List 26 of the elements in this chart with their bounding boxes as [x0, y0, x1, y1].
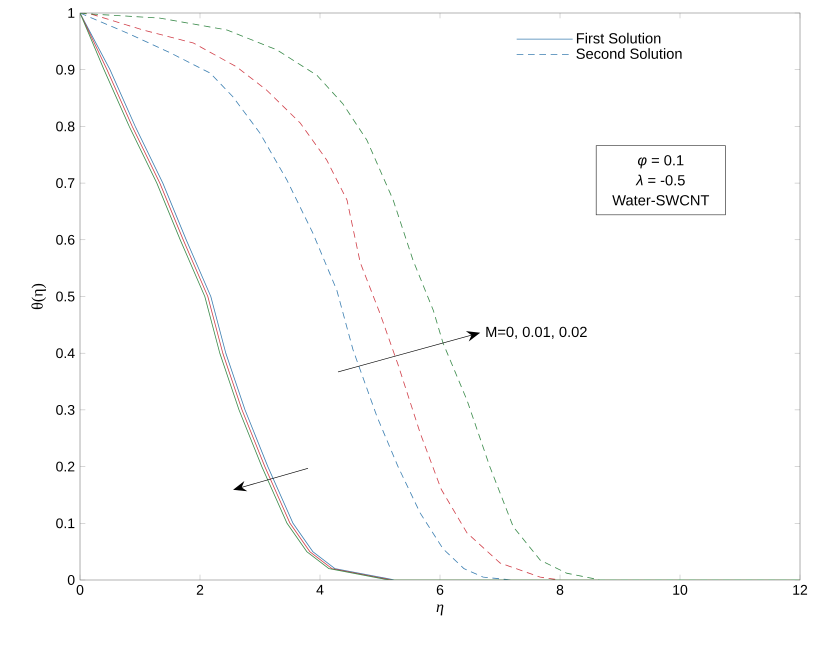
y-tick-label: 0.3	[56, 404, 74, 415]
y-tick-label: 0.7	[56, 178, 74, 188]
y-tick-label: 0	[68, 575, 75, 585]
x-tick-label: 4	[316, 584, 324, 595]
y-tick-label: 0.5	[56, 292, 74, 302]
x-tick-label: 8	[556, 584, 564, 595]
legend-label: First Solution	[576, 32, 660, 44]
y-tick-label: 0.1	[56, 518, 74, 528]
y-tick-label: 0.6	[56, 234, 74, 245]
y-tick-label: 0.4	[56, 348, 75, 358]
x-tick-label: 6	[436, 584, 444, 595]
y-tick-label: 0.9	[56, 64, 74, 75]
annotation: M=0, 0.01, 0.02	[486, 326, 587, 339]
x-axis-title: η	[436, 604, 444, 616]
y-tick-label: 0.2	[56, 462, 74, 472]
annotation: Water-SWCNT	[612, 195, 710, 206]
annotation: λ = -0.5	[636, 174, 685, 186]
annotation: φ = 0.1	[638, 155, 684, 168]
x-tick-label: 10	[673, 584, 688, 595]
x-tick-label: 0	[76, 584, 84, 595]
y-tick-label: 1	[68, 8, 74, 18]
legend-label: Second Solution	[576, 48, 682, 59]
x-tick-label: 2	[196, 584, 204, 595]
x-tick-label: 12	[793, 584, 808, 595]
y-axis-title: θ(η)	[31, 284, 46, 310]
y-tick-label: 0.8	[56, 121, 74, 132]
